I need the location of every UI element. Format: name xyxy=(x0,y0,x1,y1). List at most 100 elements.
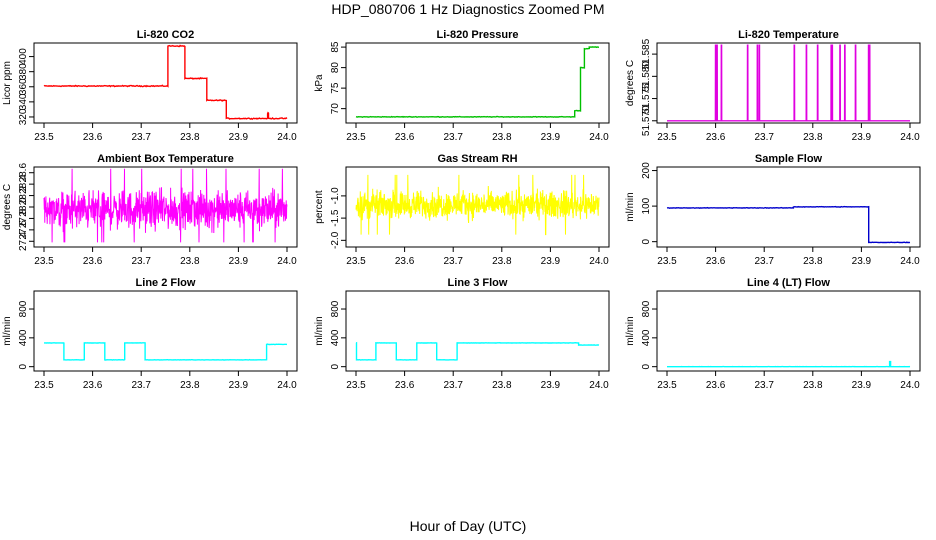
panel-7: Line 2 Flow 23.5 23.6 23.7 23.8 23.9 24.0 0 400 8… xyxy=(2,277,298,391)
y-tick-label: 400 xyxy=(641,329,652,346)
plot-frame xyxy=(345,42,610,124)
x-tick-label: 23.5 xyxy=(34,380,54,391)
panel-5: Gas Stream RH 23.5 23.6 23.7 23.8 23.9 24.0 -2.… xyxy=(314,153,610,267)
x-tick-label: 24.0 xyxy=(900,132,920,143)
y-axis-label: percent xyxy=(314,190,325,224)
panel-title: Li-820 Pressure xyxy=(437,29,519,41)
x-tick-label: 24.0 xyxy=(900,256,920,267)
x-tick-label: 23.7 xyxy=(131,132,151,143)
x-tick-label: 23.8 xyxy=(180,380,200,391)
x-tick-label: 23.5 xyxy=(346,132,366,143)
x-tick-label: 23.8 xyxy=(492,380,512,391)
x-tick-label: 23.6 xyxy=(395,256,415,267)
y-tick-label: -1.5 xyxy=(330,209,341,227)
series-line xyxy=(43,44,288,121)
y-tick-label: 400 xyxy=(18,329,29,346)
y-tick-label: 51.570 xyxy=(641,105,652,136)
y-tick-label: 51.575 xyxy=(641,83,652,114)
y-tick-label: 200 xyxy=(641,162,652,179)
y-axis-label: kPa xyxy=(314,74,325,92)
y-tick-label: 28.6 xyxy=(18,163,29,183)
x-tick-label: 23.5 xyxy=(657,132,677,143)
y-tick-label: 0 xyxy=(18,363,29,369)
panel-title: Gas Stream RH xyxy=(437,153,517,165)
y-axis-label: Licor ppm xyxy=(2,61,13,105)
y-tick-label: 28.2 xyxy=(18,185,29,205)
x-tick-label: 23.5 xyxy=(657,256,677,267)
y-axis-label: degrees C xyxy=(625,60,636,106)
panel-2: Li-820 Pressure 23.5 23.6 23.7 23.8 23.9 24.0 7… xyxy=(314,29,610,143)
series-line xyxy=(667,360,911,368)
x-tick-label: 23.7 xyxy=(443,132,463,143)
y-tick-label: 27.4 xyxy=(18,231,29,251)
x-tick-label: 23.6 xyxy=(83,132,103,143)
x-tick-label: 23.7 xyxy=(754,380,774,391)
y-tick-label: -1.0 xyxy=(330,187,341,205)
y-axis-label: ml/min xyxy=(625,192,636,221)
x-tick-label: 24.0 xyxy=(900,380,920,391)
y-tick-label: 320 xyxy=(18,108,29,125)
y-tick-label: 800 xyxy=(330,300,341,317)
panel-4: Ambient Box Temperature 23.5 23.6 23.7 23.8 2… xyxy=(2,153,298,267)
figure-title: HDP_080706 1 Hz Diagnostics Zoomed PM xyxy=(331,1,605,17)
x-tick-label: 24.0 xyxy=(277,132,297,143)
y-tick-label: 85 xyxy=(330,41,341,53)
x-tick-label: 23.9 xyxy=(541,380,561,391)
plot-frame xyxy=(656,166,921,248)
x-tick-label: 23.9 xyxy=(541,132,561,143)
y-axis-label: ml/min xyxy=(625,316,636,345)
x-tick-label: 23.9 xyxy=(229,256,249,267)
x-tick-label: 24.0 xyxy=(277,380,297,391)
panel-title: Li-820 CO2 xyxy=(137,29,194,41)
x-tick-label: 23.7 xyxy=(443,256,463,267)
x-tick-label: 23.6 xyxy=(395,380,415,391)
y-tick-label: 380 xyxy=(18,63,29,80)
y-tick-label: 800 xyxy=(18,300,29,317)
series-line xyxy=(44,341,288,361)
y-tick-label: 400 xyxy=(330,329,341,346)
x-tick-label: 23.9 xyxy=(852,132,872,143)
x-tick-label: 23.6 xyxy=(395,132,415,143)
y-tick-label: 0 xyxy=(641,363,652,369)
x-tick-label: 23.7 xyxy=(754,132,774,143)
y-tick-label: 0 xyxy=(641,238,652,244)
y-tick-label: 51.585 xyxy=(641,38,652,69)
plot-frame xyxy=(33,290,298,372)
panel-8: Line 3 Flow 23.5 23.6 23.7 23.8 23.9 24.0 0 400 8… xyxy=(314,277,610,391)
series-line xyxy=(43,168,288,243)
y-tick-label: 51.580 xyxy=(641,61,652,92)
panel-title: Sample Flow xyxy=(755,153,823,165)
x-tick-label: 23.7 xyxy=(131,256,151,267)
y-axis-label: ml/min xyxy=(2,316,13,345)
x-tick-label: 23.5 xyxy=(346,256,366,267)
panel-title: Li-820 Temperature xyxy=(738,29,839,41)
x-tick-label: 24.0 xyxy=(589,132,609,143)
x-tick-label: 23.8 xyxy=(492,132,512,143)
series-line xyxy=(355,46,599,118)
series-line xyxy=(355,341,600,361)
y-tick-label: 75 xyxy=(330,82,341,94)
plot-frame xyxy=(33,42,298,124)
x-tick-label: 24.0 xyxy=(277,256,297,267)
x-tick-label: 23.6 xyxy=(706,380,726,391)
y-tick-label: 100 xyxy=(641,197,652,214)
plot-frame xyxy=(345,166,610,248)
y-tick-label: 80 xyxy=(330,62,341,74)
x-tick-label: 23.6 xyxy=(83,256,103,267)
x-tick-label: 23.8 xyxy=(492,256,512,267)
y-tick-label: -2.0 xyxy=(330,231,341,249)
plot-frame xyxy=(345,290,610,372)
y-tick-label: 360 xyxy=(18,78,29,95)
x-tick-label: 23.5 xyxy=(34,132,54,143)
panel-6: Sample Flow 23.5 23.6 23.7 23.8 23.9 24.0 0 100 2… xyxy=(625,153,921,267)
x-tick-label: 23.5 xyxy=(34,256,54,267)
panel-9: Line 4 (LT) Flow 23.5 23.6 23.7 23.8 23.9 24.0… xyxy=(625,277,921,391)
x-tick-label: 23.8 xyxy=(803,380,823,391)
y-tick-label: 0 xyxy=(330,363,341,369)
x-tick-label: 23.6 xyxy=(706,132,726,143)
x-tick-label: 23.9 xyxy=(541,256,561,267)
y-tick-label: 28.0 xyxy=(18,197,29,217)
x-tick-label: 23.5 xyxy=(657,380,677,391)
y-tick-label: 27.6 xyxy=(18,220,29,240)
